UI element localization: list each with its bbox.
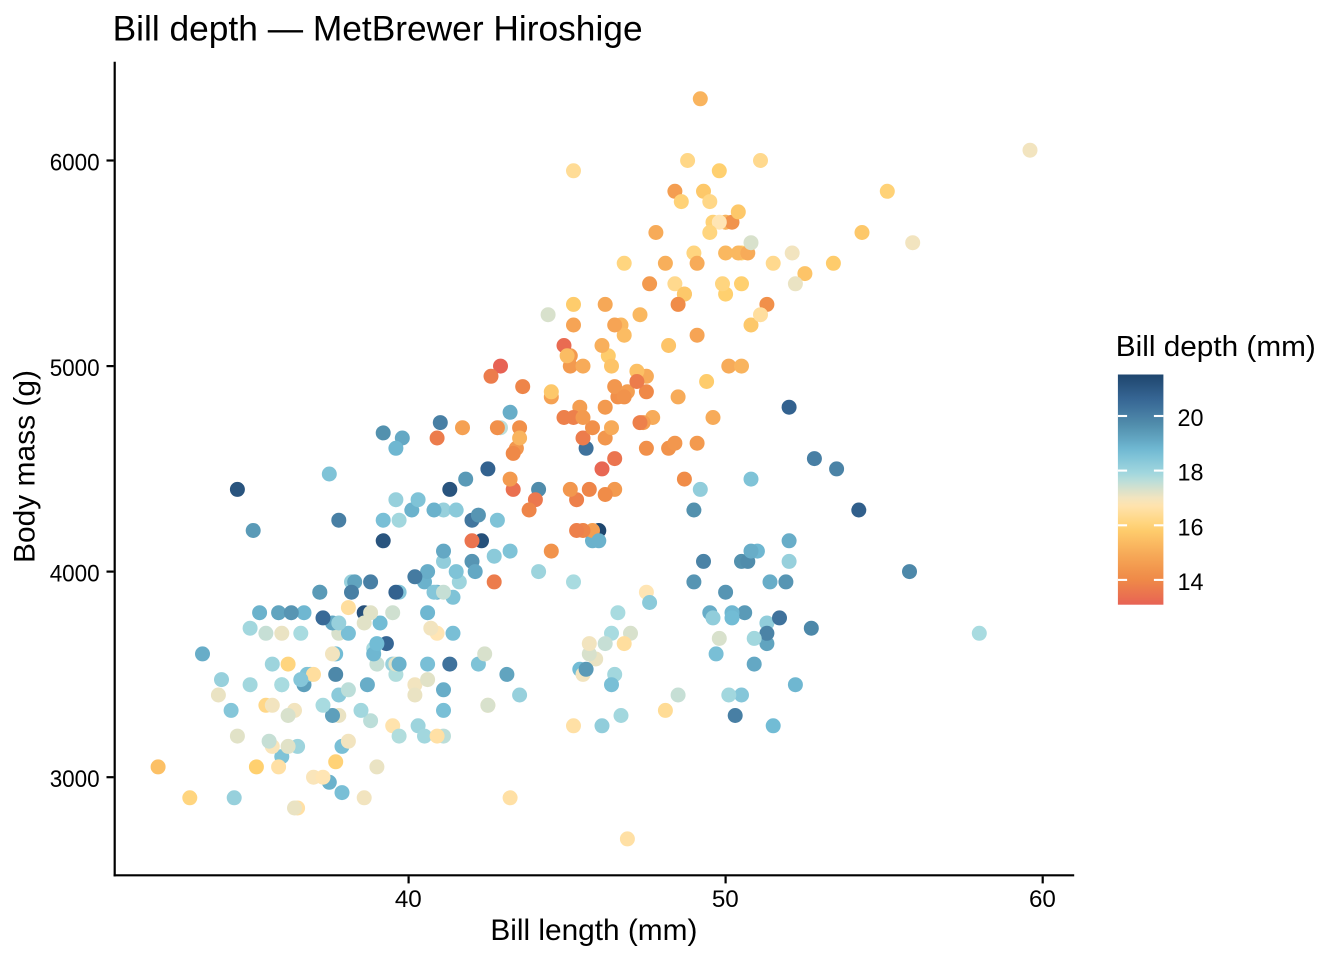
svg-text:3000: 3000 [50,766,100,793]
svg-text:Bill length (mm): Bill length (mm) [490,914,697,947]
svg-text:Bill depth (mm): Bill depth (mm) [1116,331,1316,363]
svg-text:Body mass (g): Body mass (g) [9,370,42,563]
svg-text:16: 16 [1178,514,1204,541]
svg-text:50: 50 [712,886,739,913]
svg-text:60: 60 [1029,886,1056,913]
svg-text:18: 18 [1178,460,1204,487]
svg-text:6000: 6000 [50,149,100,176]
svg-text:5000: 5000 [50,355,100,382]
svg-text:20: 20 [1178,405,1204,432]
svg-text:Bill depth — MetBrewer Hiroshi: Bill depth — MetBrewer Hiroshige [113,8,643,48]
svg-text:40: 40 [395,886,422,913]
svg-text:4000: 4000 [50,561,100,588]
svg-text:14: 14 [1178,569,1204,596]
